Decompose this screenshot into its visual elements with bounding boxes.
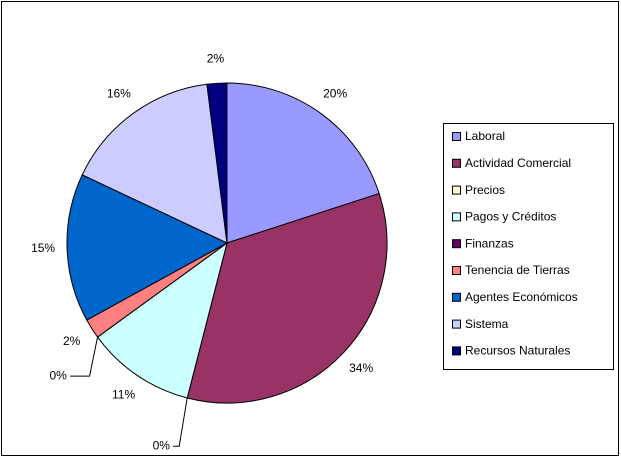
legend-label: Sistema bbox=[465, 317, 509, 331]
data-label: 0% bbox=[49, 368, 67, 382]
legend-box bbox=[443, 123, 614, 370]
data-label: 0% bbox=[153, 438, 171, 452]
legend-swatch bbox=[452, 158, 461, 168]
data-label: 2% bbox=[63, 334, 81, 348]
data-label: 20% bbox=[323, 86, 347, 100]
legend-label: Actividad Comercial bbox=[465, 156, 571, 170]
pie-slice bbox=[226, 82, 380, 244]
pie-slice bbox=[96, 241, 228, 399]
legend-label: Agentes Económicos bbox=[465, 290, 578, 304]
pie-slice bbox=[66, 174, 229, 321]
legend-swatch bbox=[452, 346, 461, 356]
data-label: 34% bbox=[349, 361, 373, 375]
pie-slice bbox=[186, 192, 388, 404]
leader-line bbox=[173, 397, 188, 447]
legend-swatch bbox=[452, 292, 461, 302]
data-label: 11% bbox=[112, 387, 135, 401]
legend-label: Precios bbox=[465, 183, 505, 197]
legend-swatch bbox=[452, 266, 461, 275]
data-label: 15% bbox=[31, 241, 55, 255]
legend-label: Laboral bbox=[465, 129, 505, 143]
data-label: 16% bbox=[107, 86, 131, 100]
legend-swatch bbox=[452, 319, 461, 329]
legend-swatch bbox=[452, 185, 461, 195]
legend-label: Finanzas bbox=[465, 236, 514, 250]
pie-slice bbox=[206, 82, 228, 244]
legend-label: Recursos Naturales bbox=[465, 344, 570, 358]
leader-line bbox=[70, 336, 99, 377]
legend-swatch bbox=[452, 239, 461, 249]
legend-label: Tenencia de Tierras bbox=[465, 263, 570, 277]
pie-slice bbox=[81, 83, 228, 244]
data-label: 2% bbox=[207, 52, 225, 66]
legend-swatch bbox=[452, 212, 461, 222]
legend-label: Pagos y Créditos bbox=[465, 210, 556, 224]
legend-swatch bbox=[452, 132, 461, 141]
